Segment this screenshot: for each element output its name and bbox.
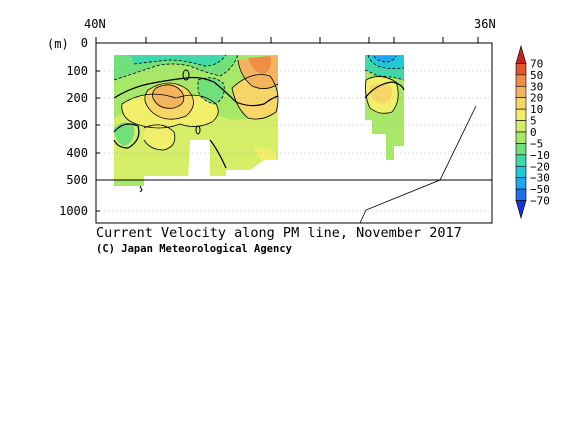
- colorbar-bottom-arrow: [515, 200, 527, 220]
- colorbar-segment: [515, 143, 527, 156]
- velocity-region-20a: [152, 84, 184, 109]
- y-tick-label: 300: [66, 118, 88, 132]
- deep-contour: [139, 185, 143, 193]
- colorbar-segment: [515, 131, 527, 144]
- contour-pos-20: [152, 84, 185, 109]
- y-tick-label: 0: [81, 36, 88, 50]
- contour-neg-10: [133, 54, 227, 67]
- top-axis-ticks: [95, 37, 479, 43]
- contour-neg-20: [367, 54, 405, 70]
- contour-lines: [113, 54, 405, 193]
- colorbar-label: 50: [530, 69, 543, 82]
- colorbar-segment: [515, 85, 527, 99]
- y-axis-ticks: [96, 42, 100, 212]
- axis-labels: 40N 36N (m) 0 100 200 300 400 500 1000: [47, 17, 496, 218]
- colorbar-segment: [515, 63, 527, 76]
- contour-small-loop: [182, 69, 190, 81]
- colorbar-segment: [515, 108, 527, 121]
- y-tick-label: 200: [66, 91, 88, 105]
- colorbar-label: 10: [530, 103, 543, 116]
- lower-panel-frame: [95, 179, 493, 224]
- contour-pos-10: [144, 82, 194, 120]
- velocity-region-neg5c: [114, 122, 135, 146]
- y-tick-label: 400: [66, 146, 88, 160]
- contour-zero-4: [364, 81, 405, 99]
- colorbar-label: −10: [530, 149, 550, 162]
- contour-zero-2: [113, 123, 140, 149]
- colorbar-label: 70: [530, 57, 543, 70]
- velocity-region-neg10: [130, 55, 226, 66]
- colorbar-label: 5: [530, 115, 537, 128]
- colorbar-label: −30: [530, 172, 550, 185]
- y-tick-label: 500: [66, 173, 88, 187]
- y-tick-label: 1000: [59, 204, 88, 218]
- colorbar-label: −5: [530, 137, 543, 150]
- bottom-topography: [359, 105, 477, 224]
- colorbar-segment: [515, 154, 527, 167]
- contour-pos-10b: [231, 74, 279, 120]
- x-tick-label-36n: 36N: [474, 17, 496, 31]
- y-tick-label: 100: [66, 64, 88, 78]
- colorbar-label: 30: [530, 80, 543, 93]
- colorbar-segment: [515, 165, 527, 179]
- contour-zero-1: [113, 76, 279, 107]
- colorbar-top-arrow: [515, 44, 527, 64]
- velocity-region-30: [248, 56, 272, 74]
- contour-neg-10b: [364, 69, 405, 81]
- colorbar-label: 0: [530, 126, 537, 139]
- contour-neg-30: [373, 55, 397, 63]
- velocity-region-5c: [144, 124, 175, 150]
- contour-neg-5: [113, 54, 239, 81]
- x-tick-label-40n: 40N: [84, 17, 106, 31]
- contour-pos-20b: [237, 59, 279, 89]
- colorbar-segment: [515, 120, 527, 133]
- colorbar-segment: [515, 97, 527, 110]
- colorbar-label: −50: [530, 183, 550, 196]
- chart-credit: (C) Japan Meteorological Agency: [96, 243, 292, 255]
- contour-neg-5b: [197, 77, 225, 105]
- colorbar-segment: [515, 74, 527, 87]
- colorbar-segment: [515, 177, 527, 190]
- velocity-region-deep: [114, 180, 144, 186]
- chart-title: Current Velocity along PM line, November…: [96, 225, 462, 241]
- panel-frames: [95, 42, 493, 224]
- contour-pos-5e: [365, 76, 399, 114]
- contour-small-loop-2: [195, 125, 201, 135]
- colorbar-label: −20: [530, 160, 550, 173]
- y-unit-label: (m): [47, 37, 69, 51]
- colorbar-label: 20: [530, 92, 543, 105]
- contour-zero-3: [209, 139, 227, 169]
- colorbar-label: −70: [530, 195, 550, 208]
- velocity-region-5d: [254, 147, 276, 160]
- colorbar-segment: [515, 188, 527, 201]
